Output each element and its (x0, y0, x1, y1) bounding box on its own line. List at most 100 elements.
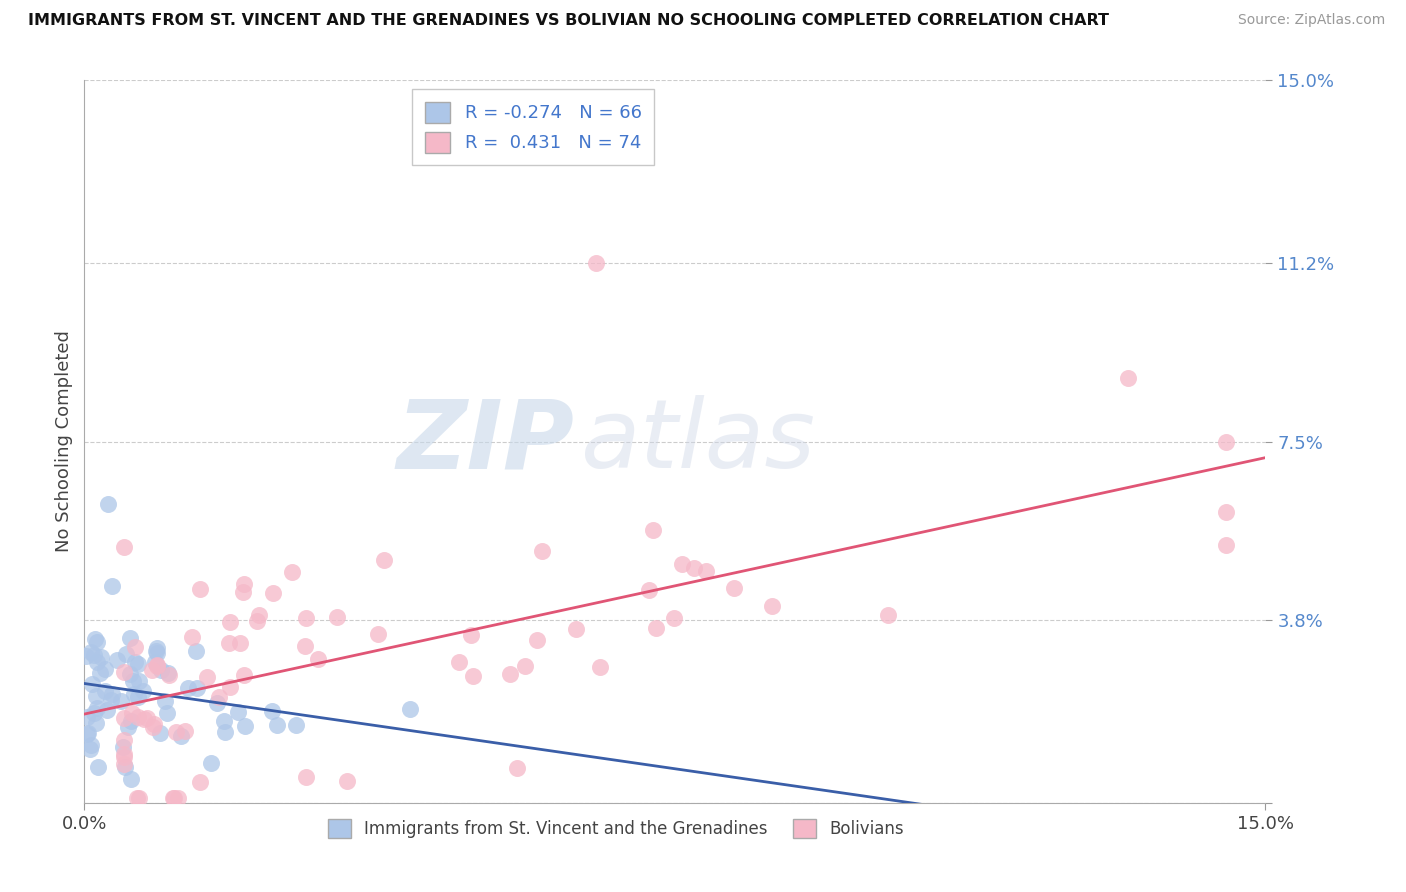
Point (235, 719, 257, 733)
Point (205, 696, 228, 710)
Point (122, 687, 145, 701)
Point (186, 681, 208, 696)
Point (120, 667, 142, 681)
Point (526, 632, 548, 647)
Point (585, 256, 607, 270)
Point (208, 690, 231, 705)
Point (683, 561, 706, 575)
Point (188, 582, 211, 596)
Point (531, 543, 554, 558)
Point (84, 632, 107, 647)
Point (100, 693, 122, 707)
Point (295, 611, 318, 625)
Point (143, 717, 166, 731)
Point (195, 670, 218, 684)
Point (117, 720, 139, 734)
Point (86, 760, 108, 774)
Point (367, 627, 389, 641)
Point (96, 703, 118, 717)
Point (127, 690, 149, 704)
Point (373, 553, 395, 567)
Point (200, 756, 222, 771)
Point (149, 725, 172, 739)
Point (294, 639, 316, 653)
Point (112, 740, 135, 755)
Point (262, 586, 284, 600)
Point (89, 666, 111, 681)
Text: IMMIGRANTS FROM ST. VINCENT AND THE GRENADINES VS BOLIVIAN NO SCHOOLING COMPLETE: IMMIGRANTS FROM ST. VINCENT AND THE GREN… (28, 13, 1109, 29)
Point (155, 706, 177, 720)
Point (101, 579, 124, 593)
Point (266, 717, 288, 731)
Point (112, 540, 135, 554)
Point (93, 662, 115, 676)
Point (281, 565, 304, 579)
Point (876, 608, 898, 623)
Point (146, 646, 169, 660)
Point (142, 720, 165, 734)
Point (80, 738, 103, 752)
Point (105, 653, 128, 667)
Point (100, 687, 122, 701)
Point (449, 655, 471, 669)
Point (122, 673, 145, 688)
Point (212, 714, 235, 728)
Point (163, 791, 186, 805)
Point (112, 733, 135, 747)
Point (181, 630, 204, 644)
Point (641, 523, 664, 537)
Point (218, 636, 240, 650)
Point (127, 657, 149, 671)
Point (219, 680, 242, 694)
Point (149, 663, 172, 677)
Point (307, 652, 329, 666)
Point (166, 791, 188, 805)
Point (90, 650, 112, 665)
Point (80, 645, 103, 659)
Point (136, 710, 159, 724)
Point (86, 701, 108, 715)
Point (170, 729, 193, 743)
Point (325, 610, 347, 624)
Y-axis label: No Schooling Completed: No Schooling Completed (55, 331, 73, 552)
Point (153, 694, 176, 708)
Point (1215, 538, 1237, 552)
Point (695, 564, 717, 578)
Point (121, 706, 143, 720)
Point (229, 636, 252, 650)
Point (1215, 435, 1237, 450)
Point (112, 665, 135, 680)
Point (245, 615, 267, 629)
Point (141, 663, 163, 677)
Point (86, 655, 108, 669)
Point (247, 608, 270, 623)
Point (127, 710, 149, 724)
Point (112, 711, 135, 725)
Point (127, 791, 149, 805)
Point (262, 704, 284, 718)
Point (233, 577, 256, 591)
Point (336, 774, 359, 789)
Point (76, 727, 98, 741)
Point (97, 497, 120, 511)
Legend: Immigrants from St. Vincent and the Grenadines, Bolivians: Immigrants from St. Vincent and the Gren… (321, 813, 911, 845)
Point (232, 667, 254, 681)
Point (399, 702, 422, 716)
Text: ZIP: ZIP (396, 395, 575, 488)
Point (145, 644, 167, 658)
Point (219, 615, 242, 629)
Point (589, 660, 612, 674)
Point (162, 791, 184, 805)
Point (1116, 371, 1139, 385)
Point (114, 760, 136, 774)
Point (84, 715, 107, 730)
Text: Source: ZipAtlas.com: Source: ZipAtlas.com (1237, 13, 1385, 28)
Point (461, 669, 484, 683)
Point (115, 648, 138, 662)
Text: atlas: atlas (581, 395, 815, 488)
Point (761, 599, 783, 614)
Point (232, 584, 254, 599)
Point (82, 677, 104, 691)
Point (128, 674, 150, 689)
Point (1215, 505, 1237, 519)
